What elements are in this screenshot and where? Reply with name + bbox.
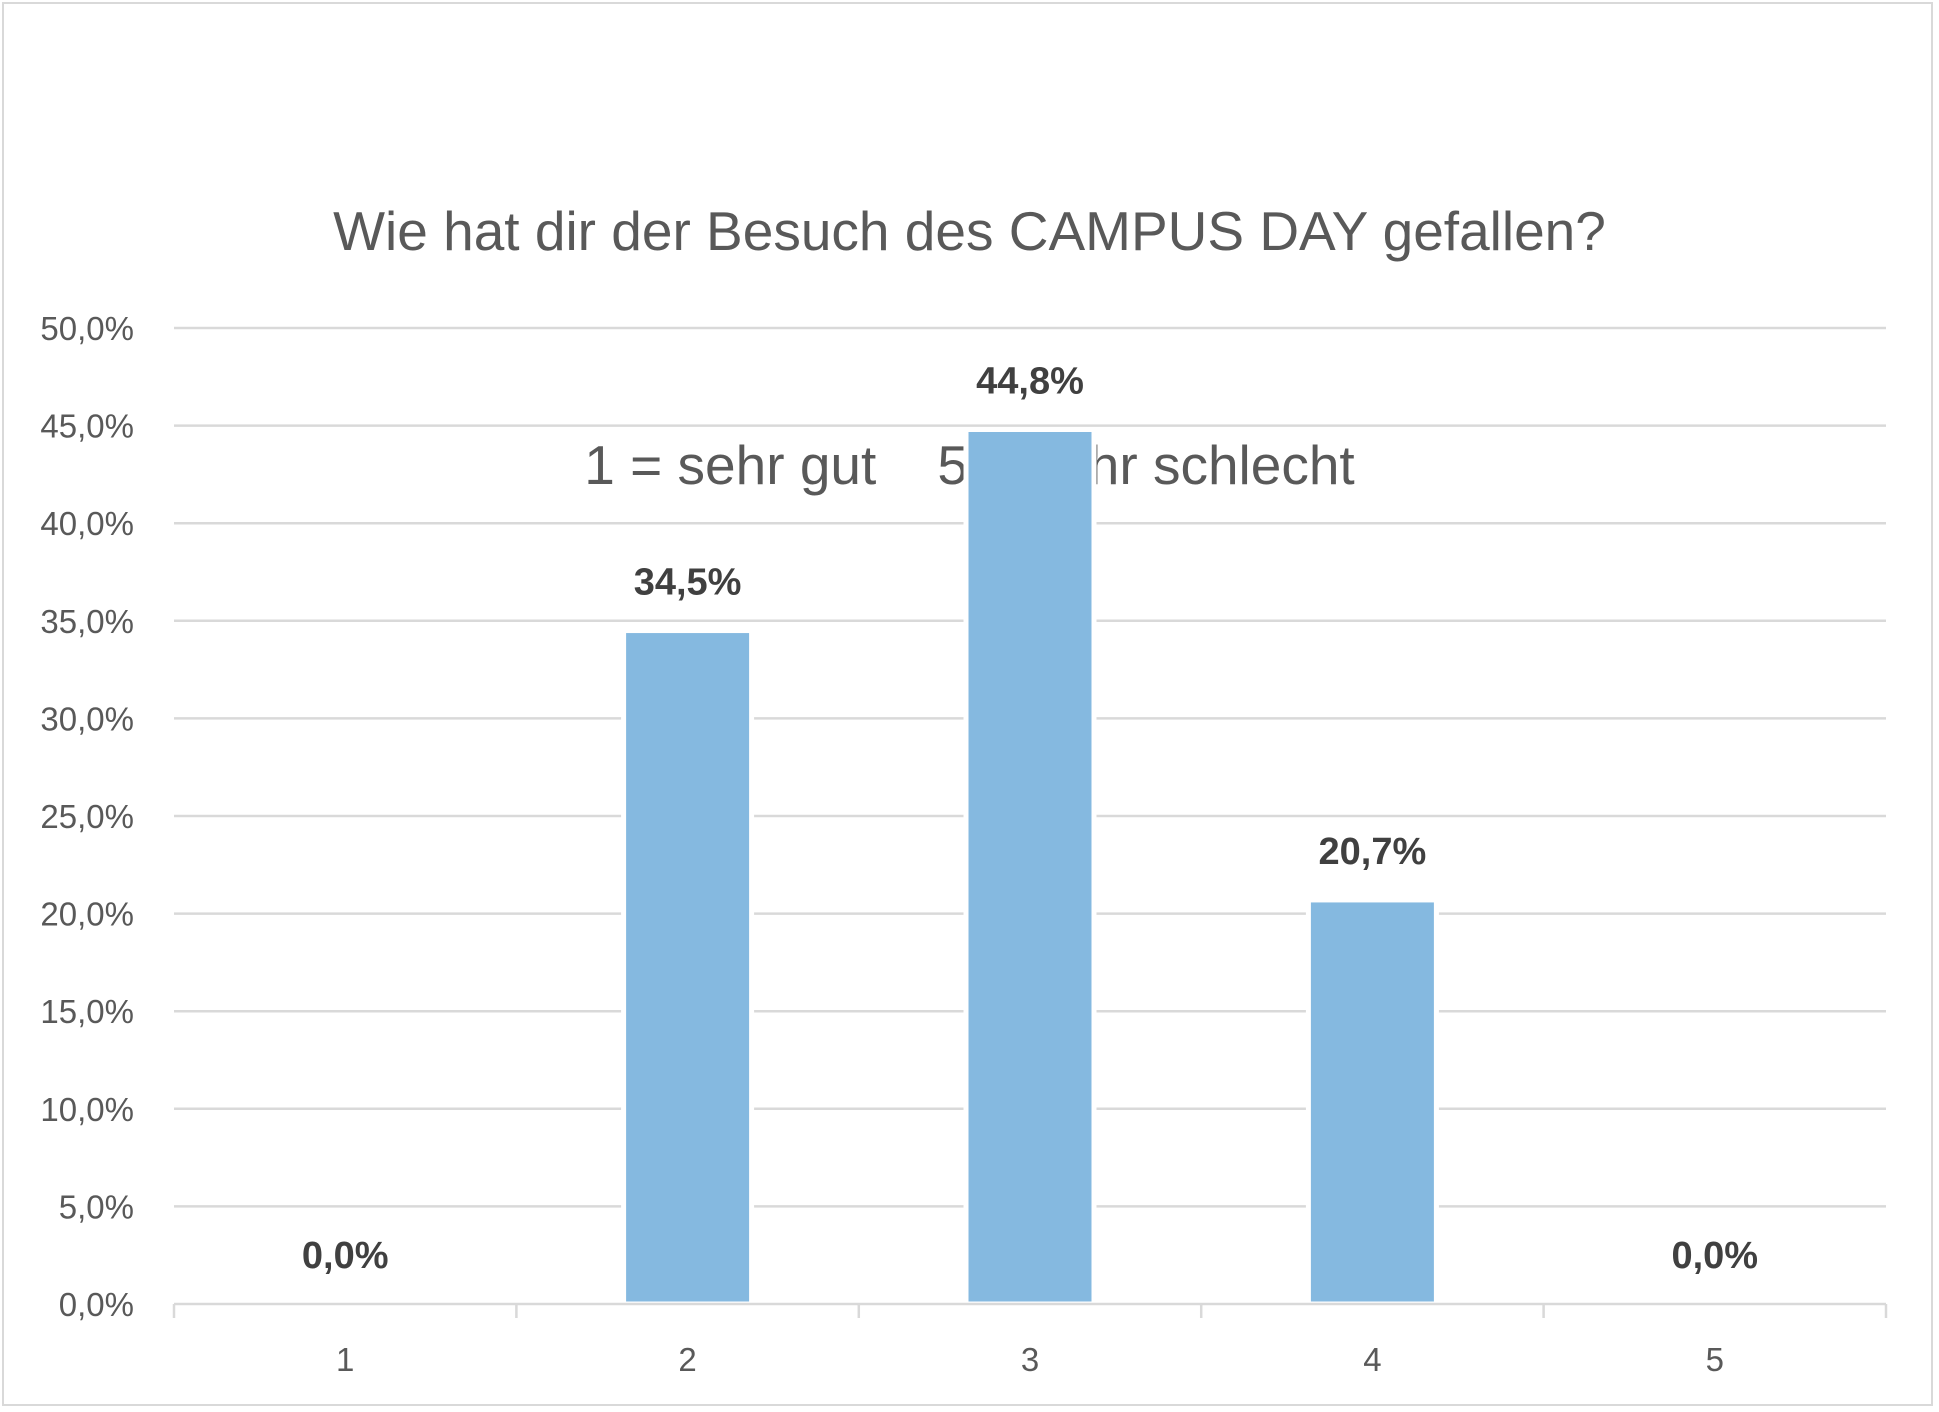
data-label: 20,7% bbox=[1319, 831, 1427, 873]
x-tick-label: 2 bbox=[678, 1341, 696, 1378]
y-tick-label: 40,0% bbox=[40, 505, 134, 542]
x-tick-label: 5 bbox=[1706, 1341, 1724, 1378]
bar bbox=[963, 427, 1097, 1307]
y-tick-label: 5,0% bbox=[59, 1188, 134, 1225]
data-labels: 0,0% 34,5% 44,8% 20,7% 0,0% bbox=[302, 361, 1758, 1277]
data-label: 0,0% bbox=[302, 1235, 389, 1277]
y-tick-label: 50,0% bbox=[40, 310, 134, 347]
bars bbox=[621, 427, 1439, 1307]
y-tick-label: 25,0% bbox=[40, 798, 134, 835]
data-label: 0,0% bbox=[1671, 1235, 1758, 1277]
y-tick-label: 0,0% bbox=[59, 1286, 134, 1323]
bar bbox=[621, 628, 755, 1307]
y-axis-ticks: 0,0% 5,0% 10,0% 15,0% 20,0% 25,0% 30,0% 35,0% 40… bbox=[40, 310, 134, 1323]
x-tick-label: 3 bbox=[1021, 1341, 1039, 1378]
y-tick-label: 20,0% bbox=[40, 896, 134, 933]
data-label: 44,8% bbox=[976, 361, 1084, 403]
y-tick-label: 30,0% bbox=[40, 700, 134, 737]
bar bbox=[1305, 897, 1439, 1307]
x-tick-label: 4 bbox=[1363, 1341, 1381, 1378]
y-tick-label: 45,0% bbox=[40, 408, 134, 445]
data-label: 34,5% bbox=[634, 562, 742, 604]
y-tick-label: 10,0% bbox=[40, 1091, 134, 1128]
x-axis bbox=[172, 1302, 1888, 1318]
x-tick-label: 1 bbox=[336, 1341, 354, 1378]
chart-title: Wie hat dir der Besuch des CAMPUS DAY ge… bbox=[0, 36, 1939, 582]
y-tick-label: 35,0% bbox=[40, 603, 134, 640]
y-tick-label: 15,0% bbox=[40, 993, 134, 1030]
chart-title-line-1: Wie hat dir der Besuch des CAMPUS DAY ge… bbox=[333, 200, 1606, 262]
x-axis-ticks: 1 2 3 4 5 bbox=[336, 1341, 1724, 1378]
